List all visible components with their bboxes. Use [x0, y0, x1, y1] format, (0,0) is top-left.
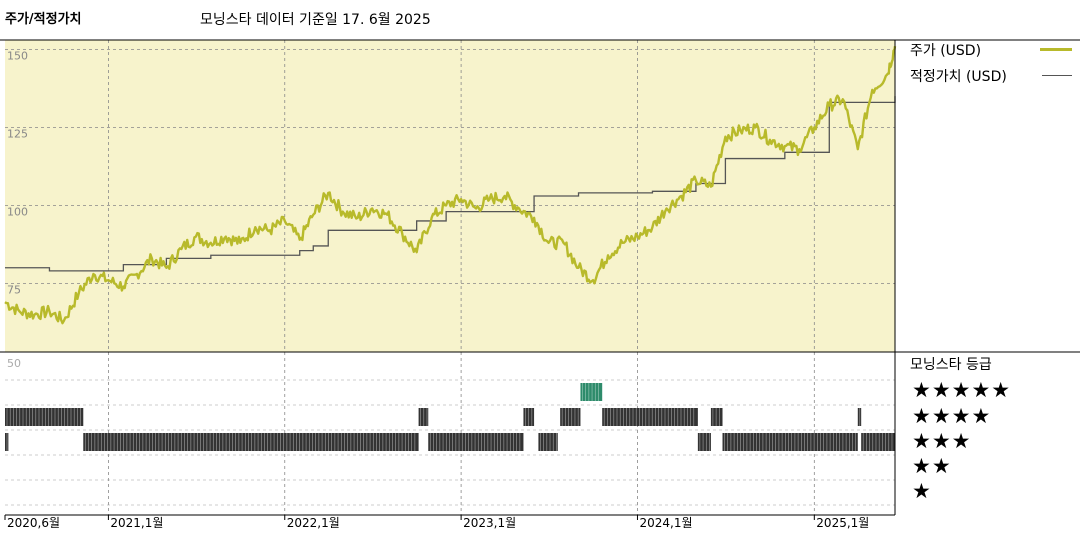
price-line	[4, 46, 897, 325]
x-tick-label: 2025,1월	[816, 516, 869, 530]
chart-header-title: 주가/적정가치	[5, 12, 82, 27]
rating-3-stars: ★★★	[912, 429, 972, 453]
rating-bar-3-star	[5, 433, 9, 451]
x-tick-label: 2022,1월	[287, 516, 340, 530]
rating-bar-4-star	[5, 408, 84, 426]
rating-bar-5-star	[580, 383, 603, 401]
legend-price-swatch	[1040, 48, 1072, 51]
legend-price-label: 주가 (USD)	[910, 43, 982, 59]
rating-bar-4-star	[602, 408, 698, 426]
x-tick-label: 2023,1월	[463, 516, 516, 530]
rating-bar-3-star	[428, 433, 524, 451]
legend-rating-label: 모닝스타 등급	[910, 357, 992, 373]
x-tick-label: 2021,1월	[110, 516, 163, 530]
rating-bar-3-star	[697, 433, 711, 451]
y-tick-label: 75	[7, 283, 21, 296]
chart-header-subtitle: 모닝스타 데이터 기준일 17. 6월 2025	[200, 12, 431, 28]
y-tick-label: 125	[7, 127, 28, 140]
rating-bar-3-star	[722, 433, 858, 451]
rating-bar-4-star	[710, 408, 723, 426]
y-tick-label: 150	[7, 49, 28, 62]
rating-bar-4-star	[560, 408, 581, 426]
rating-2-stars: ★★	[912, 454, 952, 478]
fair-value-line	[5, 96, 896, 272]
rating-bar-4-star	[857, 408, 862, 426]
x-tick-label: 2020,6월	[7, 516, 60, 530]
rating-bar-4-star	[418, 408, 429, 426]
legend-fair-value-swatch	[1042, 75, 1072, 76]
rating-5-stars: ★★★★★	[912, 378, 1012, 402]
rating-4-stars: ★★★★	[912, 404, 992, 428]
x-tick-label: 2024,1월	[639, 516, 692, 530]
rating-1-star: ★	[912, 479, 932, 503]
rating-bar-3-star	[538, 433, 558, 451]
y-tick-label: 100	[7, 205, 28, 218]
rating-scale-label: 50	[7, 357, 21, 370]
legend-fair-value-label: 적정가치 (USD)	[910, 69, 1007, 85]
price-panel-background	[5, 40, 895, 352]
